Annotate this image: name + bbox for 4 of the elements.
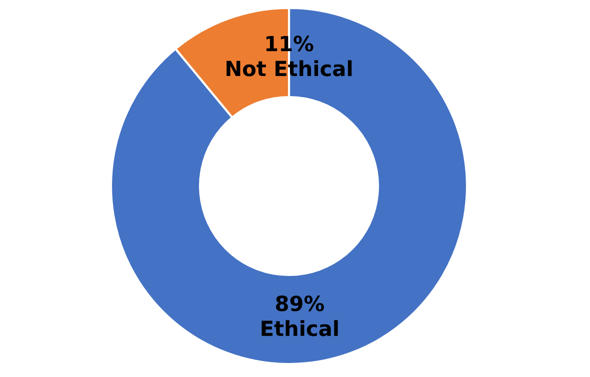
- data-label: 89%: [276, 296, 324, 312]
- data-label: 11%: [266, 36, 314, 52]
- donut-slice: [110, 6, 468, 366]
- slice-label: Ethical: [262, 320, 338, 336]
